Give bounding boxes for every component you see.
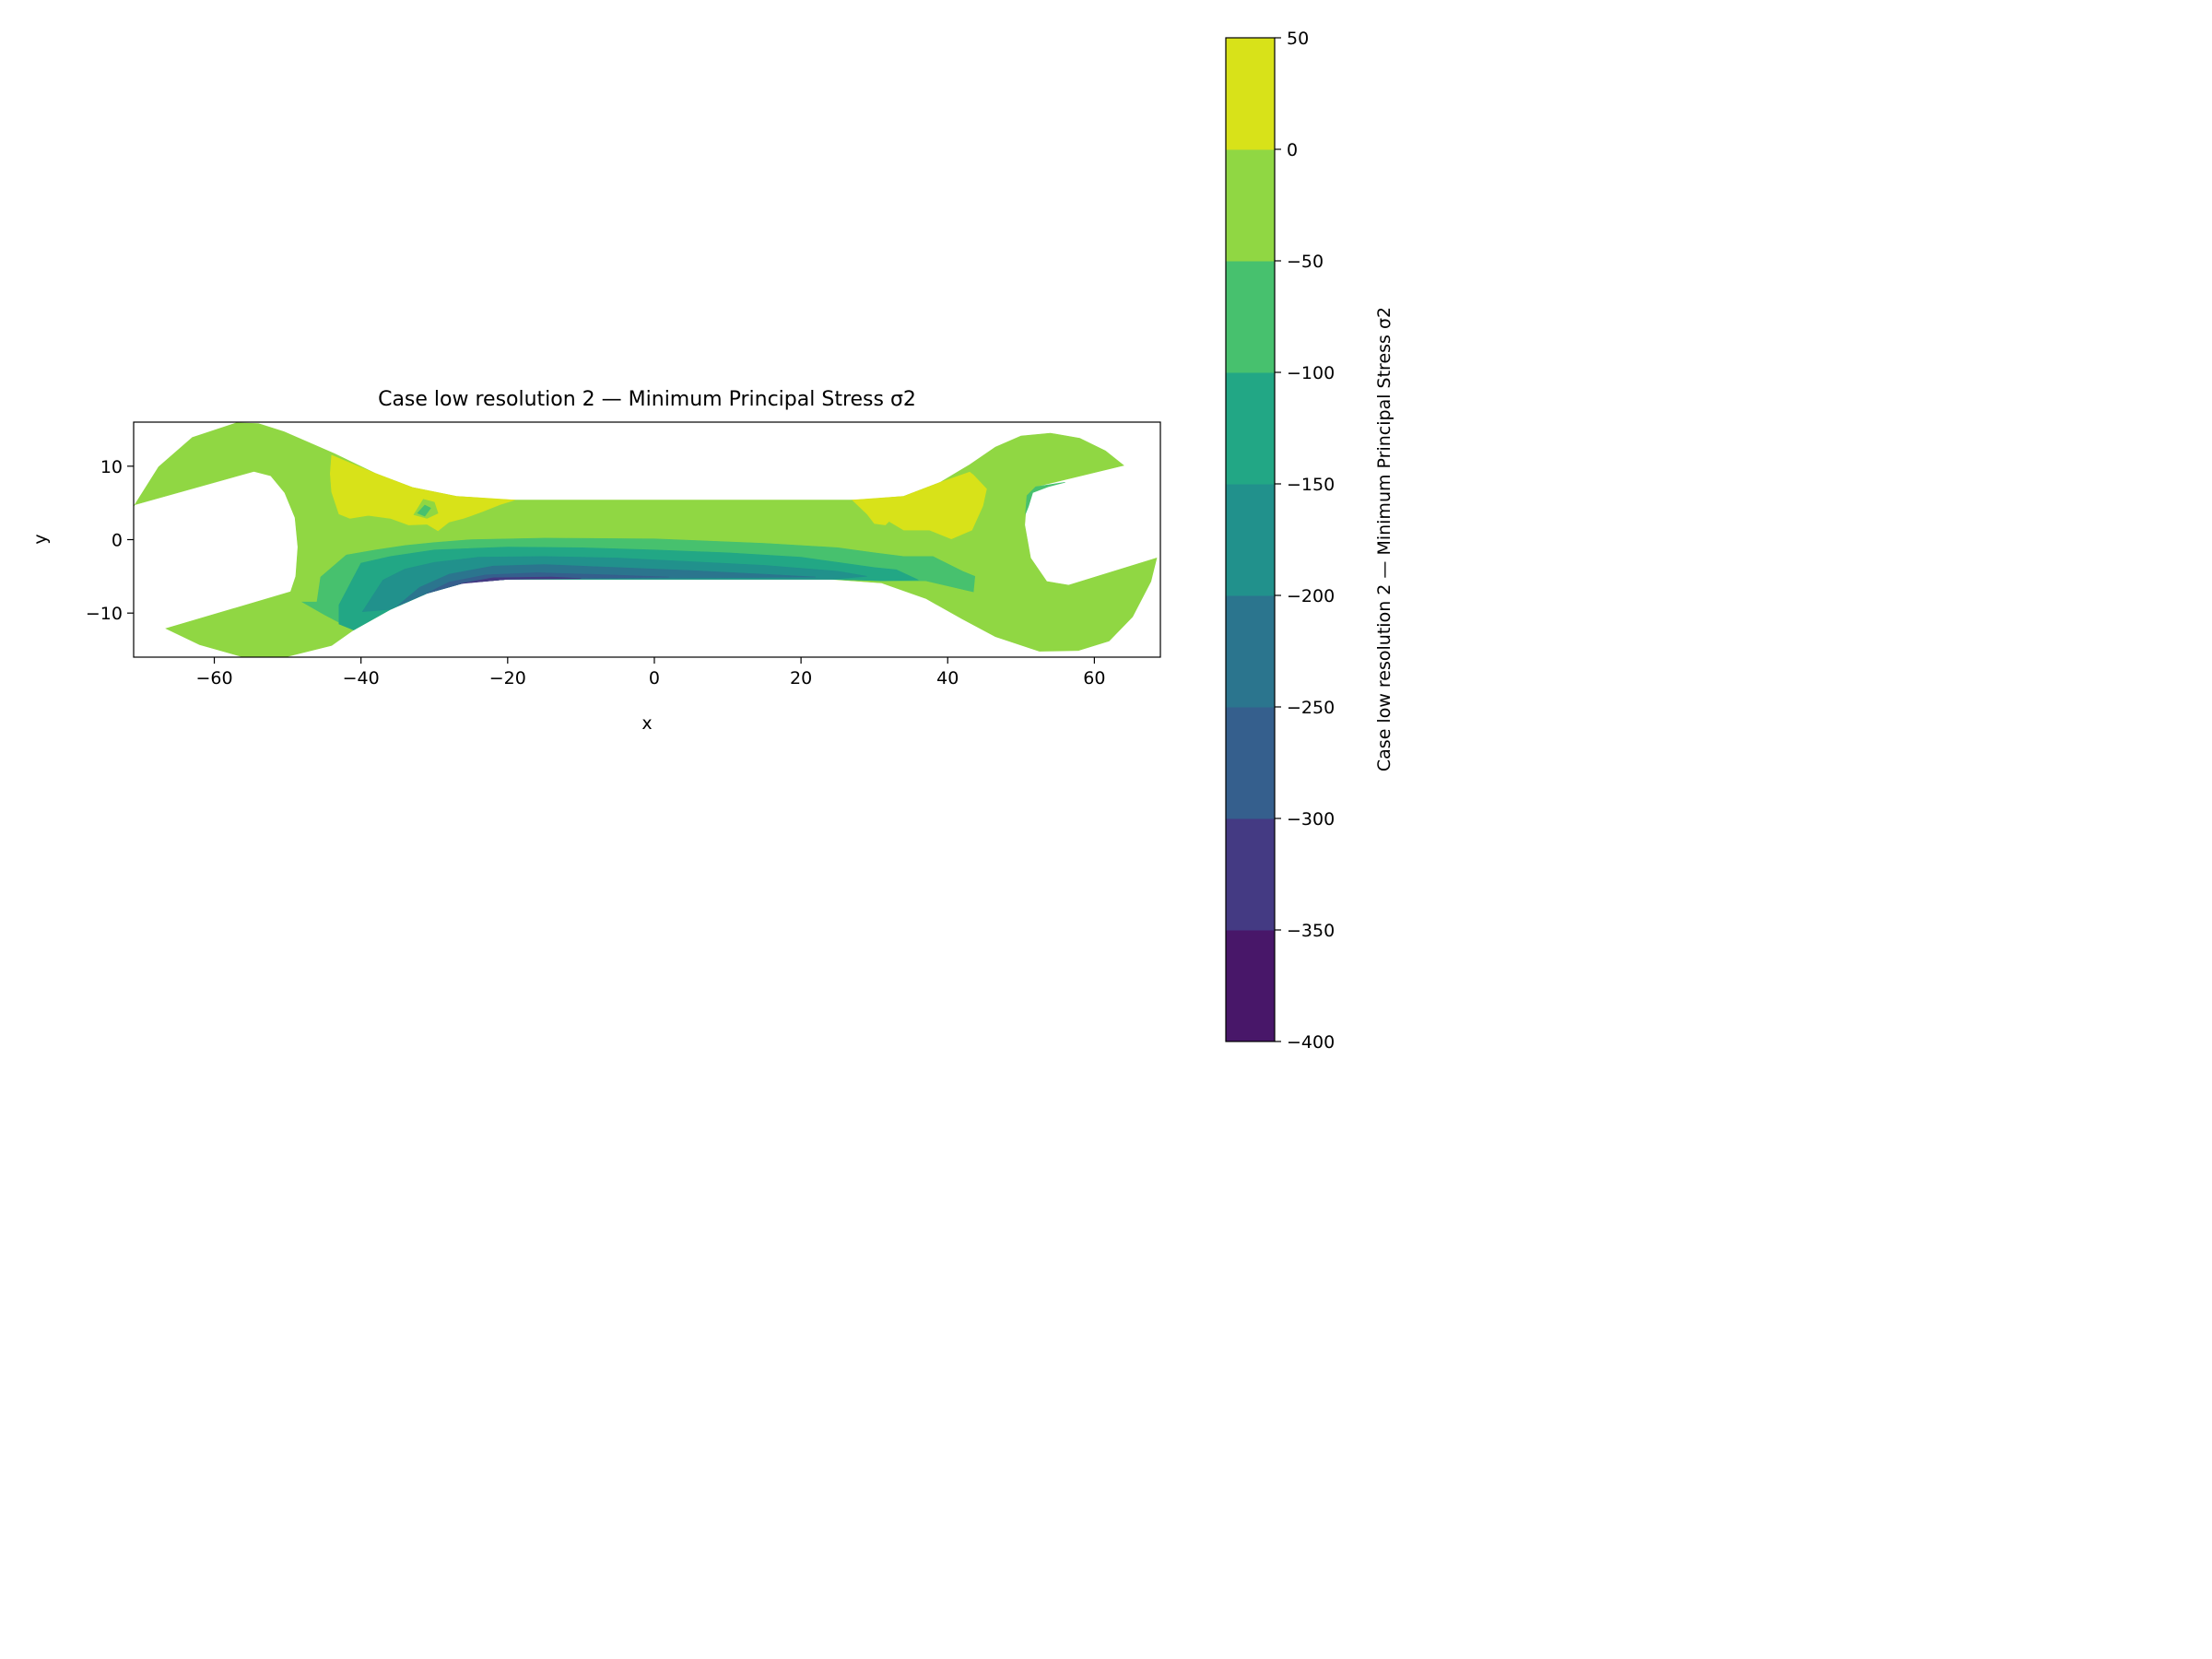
y-tick-label: −10 — [86, 604, 123, 624]
colorbar-segment — [1226, 372, 1275, 485]
x-axis-label: x — [641, 713, 652, 734]
contour-fills — [134, 422, 1158, 657]
colorbar-tick-label: −200 — [1287, 586, 1335, 606]
contour-region-yellow-top-left-band — [329, 454, 515, 532]
x-tick-label: 40 — [936, 668, 959, 688]
contour-region-teal-pocket-top-left — [417, 504, 431, 517]
x-axis: −60 −40 −20 0 20 40 60 — [195, 657, 1105, 688]
colorbar-tick-label: −100 — [1287, 363, 1335, 383]
y-axis-label: y — [30, 534, 51, 544]
colorbar-tick-label: −250 — [1287, 698, 1335, 718]
contour-region-lower-band-350 — [460, 576, 582, 584]
x-tick-label: −20 — [489, 668, 526, 688]
colorbar-segment — [1226, 707, 1275, 819]
colorbar-segment — [1226, 38, 1275, 150]
colorbar-segment — [1226, 818, 1275, 931]
x-tick-label: 0 — [649, 668, 660, 688]
colorbar-tick-label: −350 — [1287, 921, 1335, 941]
y-tick-label: 10 — [100, 457, 123, 477]
colorbar-segment — [1226, 149, 1275, 262]
chart-title: Case low resolution 2 — Minimum Principa… — [378, 388, 916, 411]
colorbar-segment — [1226, 595, 1275, 708]
y-axis: −10 0 10 — [86, 457, 134, 624]
x-tick-label: 60 — [1083, 668, 1105, 688]
colorbar-frame — [1225, 37, 1276, 1042]
colorbar-label: Case low resolution 2 — Minimum Principa… — [1374, 307, 1394, 771]
x-tick-label: 20 — [790, 668, 812, 688]
chart: Case low resolution 2 — Minimum Principa… — [30, 29, 1394, 1053]
colorbar-tick-label: −50 — [1287, 252, 1324, 272]
colorbar-tick-label: −300 — [1287, 809, 1335, 830]
colorbar-tick-label: −150 — [1287, 475, 1335, 495]
colorbar-tick-label: 50 — [1287, 29, 1309, 49]
colorbar-tick-label: −400 — [1287, 1032, 1335, 1053]
colorbar — [1226, 38, 1275, 1042]
x-tick-label: −40 — [343, 668, 380, 688]
x-tick-label: −60 — [195, 668, 232, 688]
colorbar-segment — [1226, 261, 1275, 373]
y-tick-label: 0 — [112, 531, 123, 551]
colorbar-segment — [1226, 930, 1275, 1042]
colorbar-segment — [1226, 484, 1275, 596]
colorbar-ticks: −400 −350 −300 −250 −200 −150 −100 −50 0 50 — [1275, 29, 1335, 1053]
contour-region-yellow-top-right-band — [852, 471, 987, 540]
contour-region-teal-notch-right — [1025, 482, 1065, 514]
colorbar-tick-label: 0 — [1287, 140, 1298, 160]
